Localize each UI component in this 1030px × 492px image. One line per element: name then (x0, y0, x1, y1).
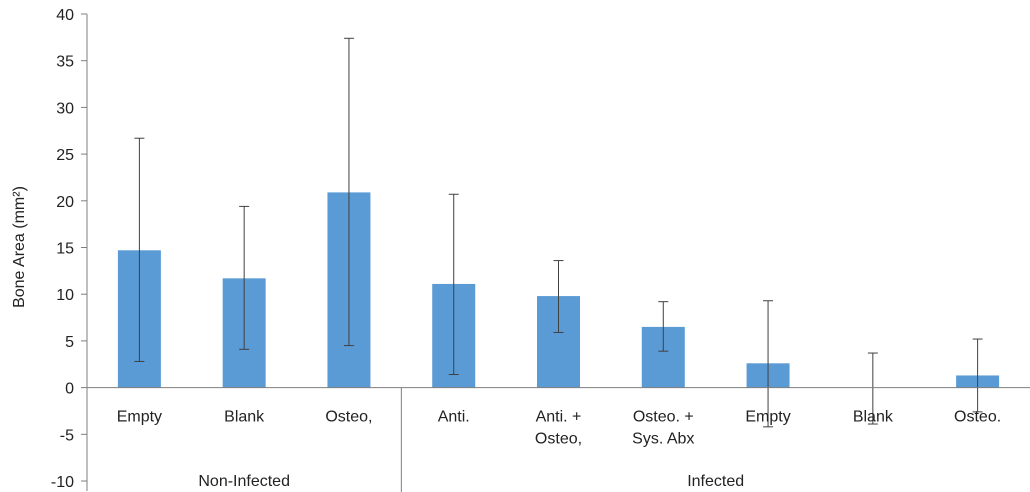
x-tick-label: Osteo, (325, 409, 372, 426)
x-tick-label: Anti. (438, 409, 470, 426)
y-tick-label: 30 (56, 100, 74, 117)
x-tick-label: Empty (117, 409, 162, 426)
x-axis: Empty Blank Osteo, Anti. Anti. + Osteo, Osteo.… (87, 387, 1030, 492)
x-tick-label: Empty (745, 409, 790, 426)
y-tick-label: 25 (56, 147, 74, 164)
x-tick-label: Osteo, (535, 431, 582, 448)
x-tick-label: Blank (224, 409, 265, 426)
group-label: Non-Infected (198, 473, 290, 490)
y-tick-label: 40 (56, 7, 74, 24)
y-tick-label: 10 (56, 287, 74, 304)
x-tick-label: Osteo. + (633, 409, 694, 426)
y-axis-title: Bone Area (mm²) (11, 186, 28, 308)
error-bars (134, 37, 983, 428)
y-tick-label: -5 (60, 427, 74, 444)
y-tick-label: 5 (65, 334, 74, 351)
group-label: Infected (687, 473, 744, 490)
y-axis: -10 -5 0 5 10 15 20 25 30 35 40 (51, 7, 88, 491)
x-tick-label: Osteo. (954, 409, 1001, 426)
x-tick-label: Sys. Abx (632, 431, 694, 448)
x-tick-label: Anti. + (536, 409, 582, 426)
y-tick-label: 0 (65, 381, 74, 398)
y-tick-label: 15 (56, 241, 74, 258)
y-tick-label: 20 (56, 194, 74, 211)
x-tick-label: Blank (853, 409, 894, 426)
y-tick-label: 35 (56, 54, 74, 71)
y-tick-label: -10 (51, 474, 74, 491)
